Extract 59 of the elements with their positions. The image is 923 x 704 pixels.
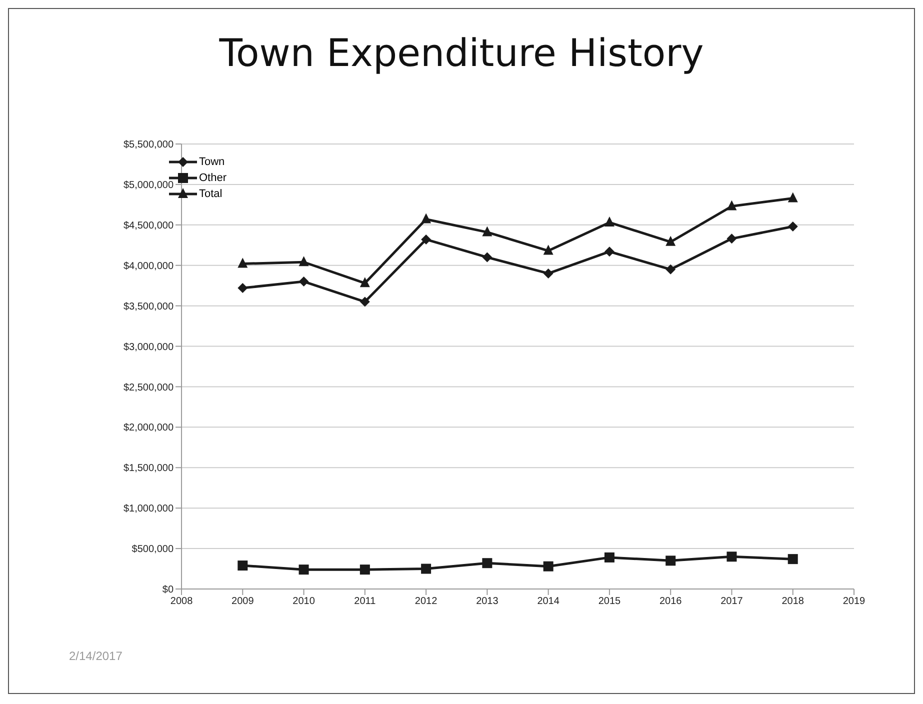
- y-tick-label: $2,500,000: [123, 382, 174, 394]
- legend-label: Town: [199, 156, 225, 168]
- point: [421, 213, 432, 224]
- point: [421, 564, 432, 574]
- point: [238, 560, 248, 571]
- point: [360, 277, 370, 288]
- point: [482, 558, 492, 568]
- y-tick-label: $5,000,000: [123, 180, 174, 192]
- point: [482, 252, 492, 262]
- legend-label: Total: [199, 188, 222, 200]
- point: [666, 236, 676, 246]
- x-tick-label: 2010: [292, 596, 316, 608]
- y-tick-label: $1,000,000: [123, 504, 174, 515]
- x-tick-label: 2015: [598, 596, 622, 608]
- point: [421, 234, 432, 244]
- point: [726, 200, 737, 210]
- chart-title: Town Expenditure History: [218, 31, 705, 75]
- x-tick-label: 2019: [842, 596, 866, 608]
- point: [543, 561, 554, 572]
- point: [298, 276, 309, 287]
- y-tick-label: $3,500,000: [123, 301, 174, 312]
- x-tick-label: 2012: [414, 596, 438, 608]
- point: [298, 564, 309, 575]
- x-tick-label: 2011: [354, 596, 376, 608]
- y-tick-label: $5,500,000: [123, 140, 174, 151]
- y-tick-label: $500,000: [132, 544, 174, 556]
- legend-label: Other: [199, 172, 227, 184]
- x-tick-label: 2016: [659, 596, 682, 608]
- point: [360, 296, 370, 307]
- point: [360, 564, 370, 575]
- y-tick-label: $3,000,000: [123, 342, 174, 353]
- text: 2/14/2017: [69, 649, 122, 663]
- x-tick-label: 2009: [232, 596, 254, 608]
- point: [482, 226, 492, 236]
- y-tick-label: $4,000,000: [123, 260, 174, 272]
- point: [543, 244, 554, 255]
- point: [238, 258, 248, 268]
- x-tick-label: 2014: [537, 596, 560, 608]
- point: [604, 552, 614, 562]
- point: [788, 554, 798, 564]
- x-tick-label: 2008: [170, 596, 194, 608]
- point: [788, 222, 798, 232]
- point: [726, 234, 737, 244]
- y-tick-label: $0: [162, 584, 174, 596]
- point: [543, 268, 554, 278]
- y-tick-label: $2,000,000: [123, 422, 174, 434]
- y-tick-label: $1,500,000: [123, 463, 174, 474]
- point: [298, 256, 309, 266]
- x-tick-label: 2018: [782, 596, 804, 608]
- x-tick-label: 2017: [720, 596, 744, 608]
- point: [666, 556, 676, 566]
- point: [604, 216, 614, 226]
- point: [238, 283, 248, 294]
- point: [726, 552, 737, 562]
- point: [666, 264, 676, 274]
- x-tick-label: 2013: [476, 596, 499, 608]
- point: [788, 192, 798, 202]
- y-tick-label: $4,500,000: [123, 220, 174, 232]
- point: [604, 246, 614, 257]
